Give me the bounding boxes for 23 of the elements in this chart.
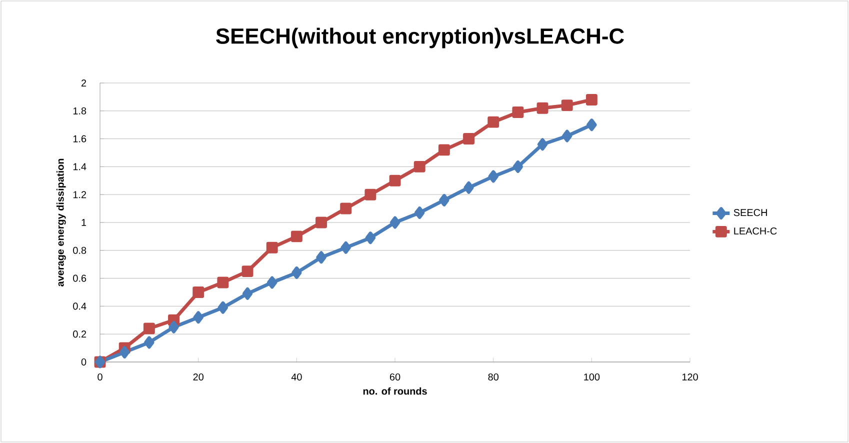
chart-title: SEECH(without encryption)vsLEACH-C bbox=[216, 28, 624, 48]
x-axis-title: no. of rounds bbox=[363, 387, 427, 395]
x-tick-label: 80 bbox=[488, 373, 498, 381]
x-tick-label: 40 bbox=[291, 373, 302, 381]
y-tick-label: 1.8 bbox=[73, 107, 86, 114]
x-tick-label: 20 bbox=[193, 373, 204, 381]
y-tick-label: 1.2 bbox=[73, 191, 86, 198]
y-tick-label: 0.4 bbox=[73, 302, 86, 310]
y-tick-label: 0.2 bbox=[73, 330, 86, 338]
y-tick-label: 1 bbox=[82, 219, 86, 226]
y-tick-label: 0.6 bbox=[73, 274, 86, 282]
y-tick-label: 1.6 bbox=[73, 135, 86, 142]
y-tick-label: 0 bbox=[81, 358, 86, 366]
y-axis-title: average energy dissipation bbox=[56, 158, 66, 286]
y-tick-label: 2 bbox=[81, 80, 86, 86]
legend-label: LEACH-C bbox=[734, 227, 777, 235]
y-tick-label: 0.8 bbox=[73, 246, 86, 254]
x-tick-label: 60 bbox=[390, 373, 400, 381]
x-tick-label: 120 bbox=[682, 373, 698, 381]
legend-label: SEECH bbox=[734, 209, 767, 216]
x-tick-label: 100 bbox=[584, 373, 600, 381]
x-tick-label: 0 bbox=[98, 373, 102, 381]
y-tick-label: 1.4 bbox=[73, 163, 86, 170]
